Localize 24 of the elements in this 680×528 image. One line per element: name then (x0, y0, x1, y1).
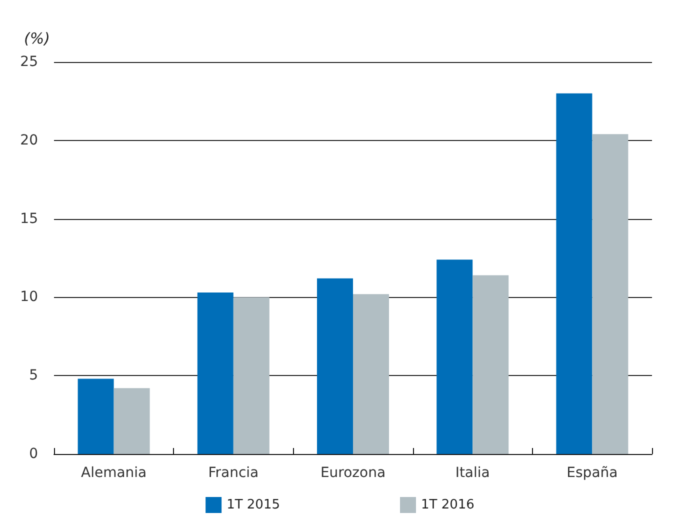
y-tick-label: 5 (29, 368, 38, 384)
legend-label: 1T 2016 (421, 498, 474, 512)
y-axis-title: (%) (24, 30, 50, 48)
bar (114, 388, 150, 454)
y-tick-label: 25 (20, 54, 38, 70)
x-tick-label: Eurozona (320, 465, 386, 481)
y-tick-label: 15 (20, 210, 38, 227)
bar (556, 93, 592, 454)
x-tick-label: Alemania (80, 465, 147, 481)
y-tick-label: 10 (20, 289, 38, 306)
x-tick-label: España (566, 465, 618, 481)
bar (233, 297, 270, 454)
y-tick-label: 20 (20, 132, 38, 148)
y-tick-label: 0 (29, 446, 38, 462)
bar (78, 378, 114, 454)
bar (436, 260, 473, 454)
legend-label: 1T 2015 (226, 498, 280, 512)
x-tick-label: Italia (455, 465, 490, 481)
x-tick-label: Francia (208, 465, 259, 481)
bar (472, 275, 509, 454)
bar (317, 278, 353, 454)
bar (197, 292, 234, 454)
bar (592, 134, 628, 454)
bar (353, 294, 389, 454)
